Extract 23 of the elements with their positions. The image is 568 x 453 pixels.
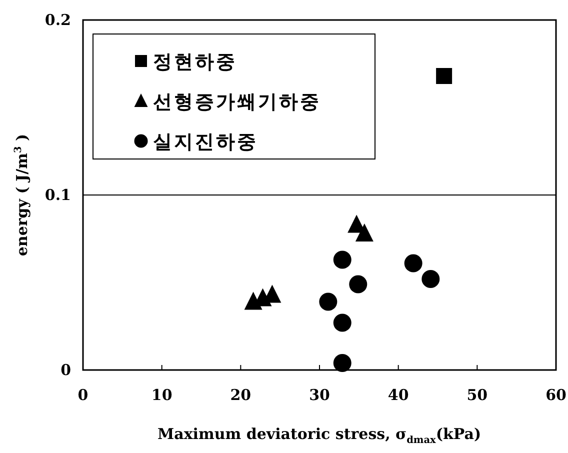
x-tick-label: 40 xyxy=(388,386,409,404)
x-tick-label: 0 xyxy=(78,386,88,404)
x-tick-label: 20 xyxy=(230,386,252,404)
point xyxy=(333,250,352,269)
y-tick-label: 0.1 xyxy=(44,186,71,204)
point xyxy=(404,254,422,272)
legend-label: 정현하중 xyxy=(153,51,237,73)
x-axis-title: Maximum deviatoric stress, σ$_{dmax}$(kPa) xyxy=(158,425,482,446)
point xyxy=(355,224,374,242)
legend-label: 선형증가쐐기하중 xyxy=(153,91,321,113)
x-tick-label: 50 xyxy=(466,386,488,404)
point xyxy=(422,270,440,288)
point xyxy=(333,314,352,332)
y-tick-label: 0 xyxy=(60,361,71,379)
point xyxy=(349,275,368,294)
legend-label: 실지진하중 xyxy=(153,131,258,153)
point xyxy=(333,354,352,372)
point xyxy=(436,68,452,84)
x-tick-label: 60 xyxy=(546,386,566,404)
point xyxy=(319,292,338,311)
x-tick-label: 10 xyxy=(151,386,172,404)
x-tick-label: 30 xyxy=(309,386,330,404)
y-tick-label: 0.2 xyxy=(44,11,71,29)
